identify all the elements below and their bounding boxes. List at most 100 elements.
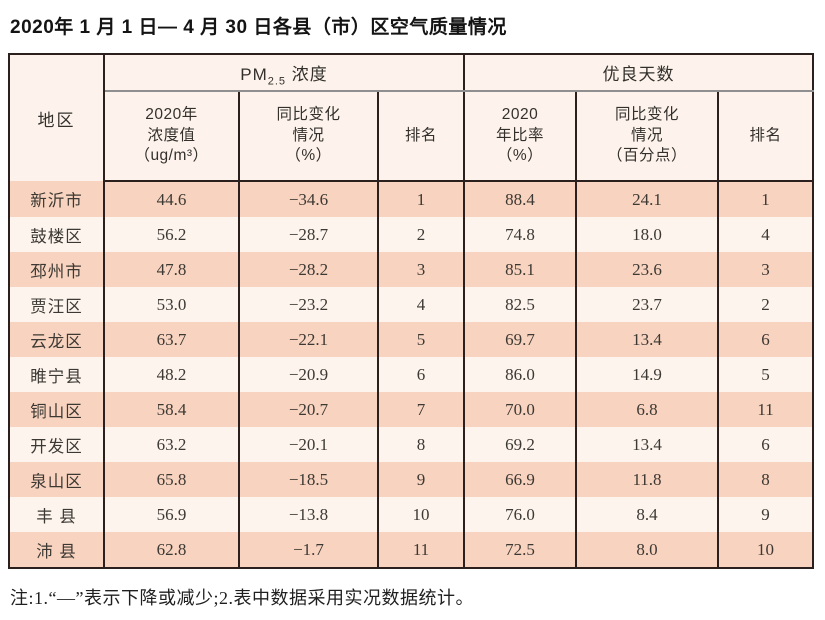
pm-value-cell: 63.7 (103, 322, 240, 357)
pm-change-cell: −18.5 (238, 462, 379, 497)
pm25-label-suffix: 浓度 (286, 65, 328, 84)
pm-rank-cell: 8 (377, 427, 465, 462)
good-rate-cell: 72.5 (463, 532, 577, 568)
region-cell: 云龙区 (8, 322, 105, 357)
good-change-cell: 8.0 (575, 532, 719, 568)
good-rate-cell: 85.1 (463, 252, 577, 287)
pm-change-cell: −34.6 (238, 181, 379, 217)
pm-rank-cell: 11 (377, 532, 465, 568)
good-rate-cell: 69.2 (463, 427, 577, 462)
good-rate-cell: 88.4 (463, 181, 577, 217)
region-cell: 铜山区 (8, 392, 105, 427)
table-row: 沛 县 62.8 −1.7 11 72.5 8.0 10 (8, 532, 815, 568)
pm-value-cell: 48.2 (103, 357, 240, 392)
good-rank-cell: 4 (716, 217, 815, 252)
pm-rank-cell: 5 (377, 322, 465, 357)
pm-rank-cell: 9 (377, 462, 465, 497)
region-cell: 新沂市 (8, 181, 105, 217)
pm-change-cell: −20.7 (238, 392, 379, 427)
pm-value-cell: 56.2 (103, 217, 240, 252)
pm25-group-header: PM2.5 浓度 (103, 54, 465, 92)
pm-rank-cell: 4 (377, 287, 465, 322)
good-rate-header: 2020 年比率 （%） (463, 91, 577, 182)
pm25-label-prefix: PM (240, 65, 268, 84)
good-change-cell: 14.9 (575, 357, 719, 392)
table-row: 邳州市 47.8 −28.2 3 85.1 23.6 3 (8, 252, 815, 287)
page-title: 2020年 1 月 1 日— 4 月 30 日各县（市）区空气质量情况 (10, 17, 507, 38)
good-rank-cell: 2 (716, 287, 815, 322)
group-header-row: 地区 PM2.5 浓度 优良天数 (8, 54, 815, 181)
region-cell: 睢宁县 (8, 357, 105, 392)
region-cell: 开发区 (8, 427, 105, 462)
good-rate-cell: 70.0 (463, 392, 577, 427)
good-rank-cell: 10 (716, 532, 815, 568)
good-rank-header: 排名 (716, 91, 815, 182)
pm-change-cell: −20.1 (238, 427, 379, 462)
region-cell: 鼓楼区 (8, 217, 105, 252)
table-row: 铜山区 58.4 −20.7 7 70.0 6.8 11 (8, 392, 815, 427)
footnote: 注:1.“—”表示下降或减少;2.表中数据采用实况数据统计。 (10, 588, 474, 608)
pm-value-cell: 47.8 (103, 252, 240, 287)
good-change-cell: 11.8 (575, 462, 719, 497)
table-row: 新沂市 44.6 −34.6 1 88.4 24.1 1 (8, 181, 815, 217)
good-rate-cell: 76.0 (463, 497, 577, 532)
pm-change-cell: −13.8 (238, 497, 379, 532)
good-change-header: 同比变化 情况 （百分点） (575, 91, 719, 182)
pm25-subscript: 2.5 (267, 75, 287, 88)
sub-header-row: 2020年 浓度值 （ug/m³） 同比变化 情况 （%） 排名 2020 年比… (9, 91, 815, 182)
region-cell: 沛 县 (8, 532, 105, 568)
good-change-cell: 24.1 (575, 181, 719, 217)
good-change-cell: 23.7 (575, 287, 719, 322)
table-body: 新沂市 44.6 −34.6 1 88.4 24.1 1 鼓楼区 56.2 −28.7 2 74.8 1… (8, 181, 815, 568)
region-cell: 丰 县 (8, 497, 105, 532)
pm-change-cell: −20.9 (238, 357, 379, 392)
table-row: 云龙区 63.7 −22.1 5 69.7 13.4 6 (8, 322, 815, 357)
table-row: 睢宁县 48.2 −20.9 6 86.0 14.9 5 (8, 357, 815, 392)
table-header: 地区 PM2.5 浓度 优良天数 2020年 浓度值 （ug/m³） 同比变化 … (8, 54, 815, 182)
pm-value-cell: 44.6 (103, 181, 240, 217)
region-cell: 贾汪区 (8, 287, 105, 322)
table-row: 鼓楼区 56.2 −28.7 2 74.8 18.0 4 (8, 217, 815, 252)
good-rank-cell: 6 (716, 322, 815, 357)
good-days-group-header: 优良天数 (462, 54, 815, 92)
region-column-header: 地区 (8, 54, 105, 181)
good-change-cell: 8.4 (575, 497, 719, 532)
good-rate-cell: 82.5 (463, 287, 577, 322)
table-row: 开发区 63.2 −20.1 8 69.2 13.4 6 (8, 427, 815, 462)
pm-value-cell: 56.9 (103, 497, 240, 532)
good-change-cell: 18.0 (575, 217, 719, 252)
good-rank-cell: 11 (716, 392, 815, 427)
good-rank-cell: 3 (716, 252, 815, 287)
pm-value-cell: 65.8 (103, 462, 240, 497)
region-cell: 泉山区 (8, 462, 105, 497)
good-rank-cell: 5 (716, 357, 815, 392)
pm-change-cell: −23.2 (238, 287, 379, 322)
pm-change-header: 同比变化 情况 （%） (238, 91, 379, 182)
pm-value-header: 2020年 浓度值 （ug/m³） (103, 91, 240, 182)
good-rate-cell: 66.9 (463, 462, 577, 497)
good-rank-cell: 9 (716, 497, 815, 532)
region-cell: 邳州市 (8, 252, 105, 287)
table-row: 丰 县 56.9 −13.8 10 76.0 8.4 9 (8, 497, 815, 532)
pm-rank-cell: 6 (377, 357, 465, 392)
pm-rank-cell: 7 (377, 392, 465, 427)
pm-change-cell: −22.1 (238, 322, 379, 357)
good-rank-cell: 1 (716, 181, 815, 217)
table-row: 泉山区 65.8 −18.5 9 66.9 11.8 8 (8, 462, 815, 497)
good-rank-cell: 6 (716, 427, 815, 462)
air-quality-table: 地区 PM2.5 浓度 优良天数 2020年 浓度值 （ug/m³） 同比变化 … (8, 53, 815, 569)
good-rate-cell: 69.7 (463, 322, 577, 357)
good-change-cell: 13.4 (575, 322, 719, 357)
pm-change-cell: −1.7 (238, 532, 379, 568)
pm-rank-header: 排名 (377, 91, 465, 182)
pm-rank-cell: 10 (377, 497, 465, 532)
pm-change-cell: −28.7 (238, 217, 379, 252)
table-row: 贾汪区 53.0 −23.2 4 82.5 23.7 2 (8, 287, 815, 322)
pm-rank-cell: 3 (377, 252, 465, 287)
pm-value-cell: 63.2 (103, 427, 240, 462)
pm-value-cell: 62.8 (103, 532, 240, 568)
pm-value-cell: 58.4 (103, 392, 240, 427)
pm-rank-cell: 2 (377, 217, 465, 252)
good-rate-cell: 86.0 (463, 357, 577, 392)
